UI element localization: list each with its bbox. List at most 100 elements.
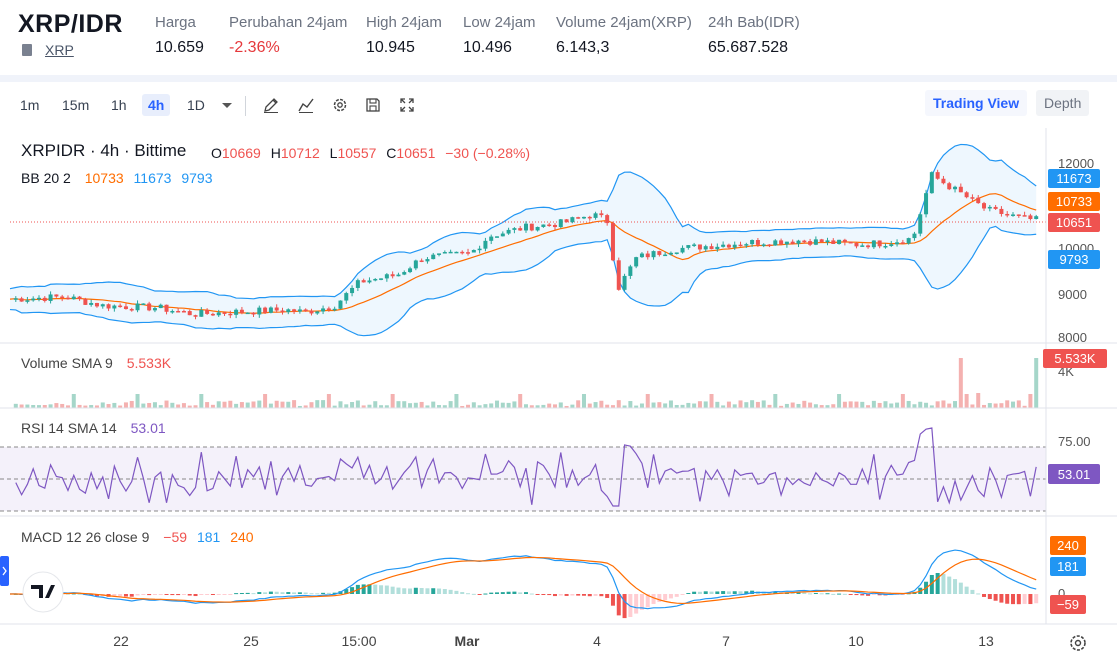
rsi-legend: RSI 14 SMA 14 53.01 <box>21 420 166 436</box>
macd-hist-bar <box>379 585 384 594</box>
candle-body <box>431 254 436 260</box>
macd-hist-bar <box>524 592 528 594</box>
candle-body <box>355 280 360 288</box>
volume-bar <box>141 403 146 408</box>
volume-bar <box>854 401 859 408</box>
candle-body <box>1028 215 1033 220</box>
settings-icon[interactable] <box>331 96 349 114</box>
candle-body <box>460 251 465 254</box>
macd-hist-bar <box>483 593 488 595</box>
stat-value: 10.659 <box>155 39 204 56</box>
macd-hist-bar <box>900 594 905 595</box>
volume-bar <box>570 404 575 408</box>
candle-body <box>935 172 940 179</box>
depth-button[interactable]: Depth <box>1036 90 1090 116</box>
volume-bar <box>222 401 227 408</box>
candle-body <box>309 310 314 314</box>
macd-hist-bar <box>558 594 563 596</box>
candle-body <box>495 236 500 238</box>
volume-bar <box>396 401 401 408</box>
volume-bar <box>732 404 737 408</box>
volume-bar <box>703 401 708 408</box>
macd-hist-bar <box>332 592 337 594</box>
bb-upper-value: 11673 <box>134 170 172 186</box>
macd-hist-bar <box>639 594 644 610</box>
candle-body <box>651 251 656 258</box>
trading-view-button[interactable]: Trading View <box>925 90 1028 116</box>
macd-zero-tick: 0 <box>1058 586 1065 601</box>
volume-bar <box>871 400 876 408</box>
volume-bar <box>36 405 41 408</box>
volume-bar <box>1034 358 1039 408</box>
volume-bar <box>77 404 82 408</box>
macd-hist-bar <box>263 592 268 594</box>
volume-bar <box>750 400 755 408</box>
macd-hist-bar <box>431 588 436 594</box>
timeframe-4h[interactable]: 4h <box>142 94 171 116</box>
volume-bar <box>744 402 749 408</box>
timeframe-1m[interactable]: 1m <box>20 97 40 113</box>
macd-hist-bar <box>280 592 285 594</box>
x-axis-label: Mar <box>455 633 480 649</box>
candle-body <box>883 245 888 248</box>
volume-bar <box>622 405 627 408</box>
macd-hist-bar <box>245 592 250 594</box>
volume-bar <box>547 403 552 408</box>
timeframe-1h[interactable]: 1h <box>111 97 127 113</box>
timeframe-1d[interactable]: 1D <box>187 97 205 113</box>
candle-body <box>60 296 65 299</box>
fullscreen-icon[interactable] <box>398 96 416 114</box>
candle-body <box>639 253 644 258</box>
volume-bar <box>970 404 975 408</box>
macd-hist-bar <box>373 584 378 594</box>
candle-body <box>338 300 343 309</box>
ohlc-close: 10651 <box>396 145 435 161</box>
candle-body <box>263 307 268 313</box>
macd-hist-bar <box>390 586 395 594</box>
macd-hist-bar <box>268 591 273 594</box>
candle-body <box>187 311 192 316</box>
volume-bar <box>610 405 615 408</box>
bb-basis-line <box>9 193 1037 314</box>
volume-bar <box>216 401 221 408</box>
volume-bar <box>512 401 517 408</box>
macd-hist-bar <box>593 594 598 596</box>
macd-hist-bar <box>935 573 940 594</box>
candle-body <box>941 178 946 184</box>
volume-bar <box>477 405 482 408</box>
chart-settings-icon[interactable] <box>1070 635 1086 651</box>
rsi-badge <box>1048 464 1100 484</box>
volume-bar <box>71 394 76 408</box>
timeframe-15m[interactable]: 15m <box>62 97 90 113</box>
candle-body <box>871 240 876 248</box>
macd-pane <box>9 549 1039 619</box>
bb-basis-value: 10733 <box>85 170 124 186</box>
macd-hist-bar <box>668 594 673 599</box>
volume-bar <box>535 405 540 408</box>
volume-bar <box>674 404 679 408</box>
macd-hist-bar <box>506 591 511 594</box>
save-icon[interactable] <box>364 96 382 114</box>
candle-body <box>251 312 256 315</box>
volume-bar <box>483 404 488 408</box>
candle-body <box>976 197 981 204</box>
bb-upper-badge-text: 11673 <box>1056 171 1091 186</box>
sidebar-toggle[interactable] <box>0 556 9 586</box>
volume-label: Volume SMA 9 <box>21 355 113 371</box>
macd-hist-bar <box>616 594 621 616</box>
price-chart[interactable]: XRPIDR · 4h · Bittime O10669 H10712 L105… <box>0 128 1117 660</box>
macd-signal-badge-text: 240 <box>1057 538 1079 553</box>
indicator-icon[interactable] <box>297 96 315 114</box>
macd-hist-bar <box>982 594 987 597</box>
volume-bar <box>987 403 992 408</box>
candle-body <box>634 257 639 267</box>
candle-body <box>332 308 337 311</box>
macd-hist-bar <box>286 592 291 594</box>
candle-body <box>645 253 650 258</box>
volume-bar <box>251 401 256 408</box>
draw-icon[interactable] <box>262 96 280 114</box>
macd-hist-bar <box>65 593 70 595</box>
asset-link[interactable]: XRP <box>45 42 74 58</box>
macd-hist-bar <box>819 593 824 595</box>
chevron-down-icon[interactable] <box>218 96 236 114</box>
